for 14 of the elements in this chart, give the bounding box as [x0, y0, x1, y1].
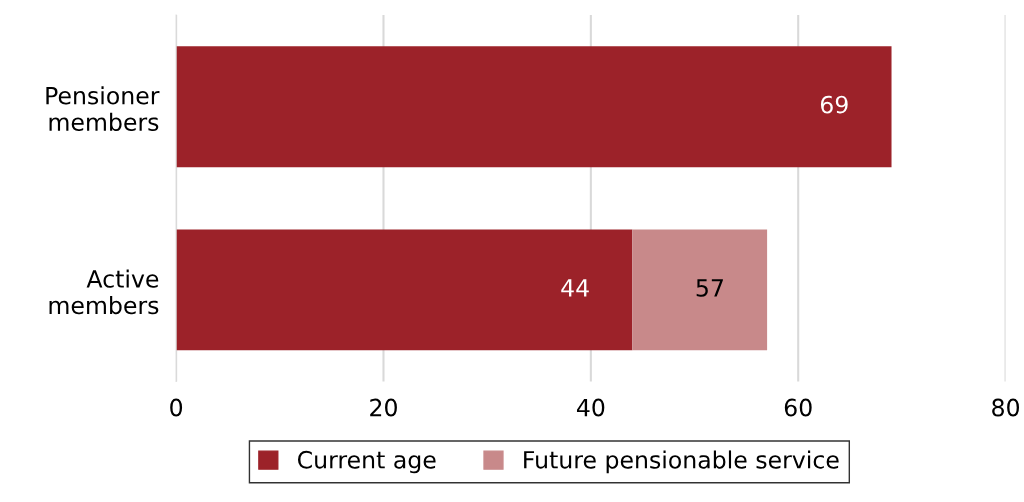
data-label: 69: [820, 95, 848, 114]
x-tick-label: 80: [992, 398, 1020, 417]
bar: [176, 229, 633, 351]
x-tick-label: 40: [576, 398, 605, 417]
data-label: 44: [561, 279, 589, 297]
total-label: 57: [696, 279, 723, 297]
y-tick-label: Pensioner members: [46, 86, 160, 131]
bar: [632, 229, 768, 351]
x-tick-label: 60: [784, 398, 812, 417]
x-tick-label: 0: [170, 398, 183, 417]
legend-label: Current age: [297, 450, 436, 474]
x-tick-label: 20: [370, 398, 397, 417]
y-tick-label: Active members: [49, 269, 159, 315]
legend-label: Future pensionable service: [524, 450, 839, 474]
